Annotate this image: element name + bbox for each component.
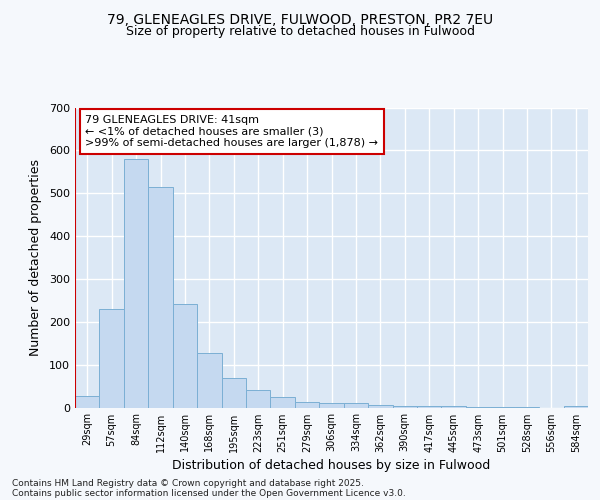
Bar [100, 309, 124, 408]
Text: Size of property relative to detached houses in Fulwood: Size of property relative to detached ho… [125, 25, 475, 38]
Bar [368, 406, 392, 407]
Bar [148, 187, 173, 408]
Bar [271, 397, 295, 407]
Bar [173, 304, 197, 408]
Bar [246, 390, 271, 407]
Bar [442, 406, 466, 407]
Bar [466, 406, 490, 408]
Y-axis label: Number of detached properties: Number of detached properties [29, 159, 42, 356]
Bar [124, 159, 148, 408]
Bar [417, 406, 442, 407]
Bar [221, 378, 246, 408]
Bar [197, 353, 221, 408]
Bar [344, 403, 368, 407]
Bar [319, 403, 344, 407]
Bar [392, 406, 417, 407]
Text: 79, GLENEAGLES DRIVE, FULWOOD, PRESTON, PR2 7EU: 79, GLENEAGLES DRIVE, FULWOOD, PRESTON, … [107, 12, 493, 26]
Bar [75, 396, 100, 407]
Bar [563, 406, 588, 407]
Text: Contains public sector information licensed under the Open Government Licence v3: Contains public sector information licen… [12, 488, 406, 498]
Bar [295, 402, 319, 407]
Text: 79 GLENEAGLES DRIVE: 41sqm
← <1% of detached houses are smaller (3)
>99% of semi: 79 GLENEAGLES DRIVE: 41sqm ← <1% of deta… [85, 115, 378, 148]
Text: Contains HM Land Registry data © Crown copyright and database right 2025.: Contains HM Land Registry data © Crown c… [12, 478, 364, 488]
X-axis label: Distribution of detached houses by size in Fulwood: Distribution of detached houses by size … [172, 458, 491, 471]
